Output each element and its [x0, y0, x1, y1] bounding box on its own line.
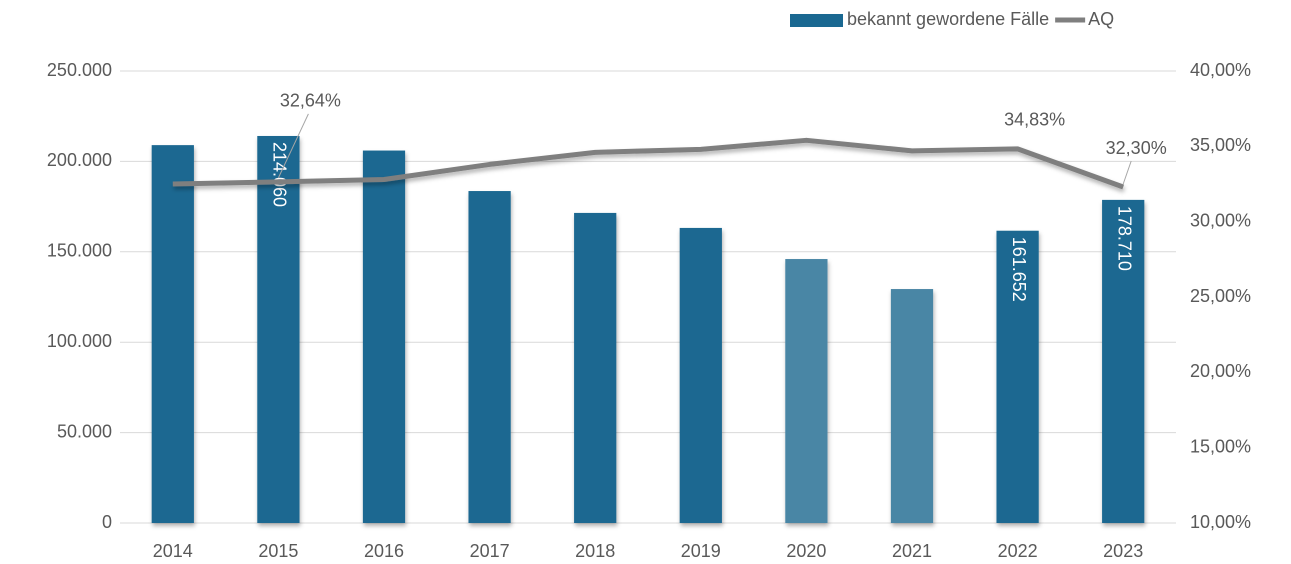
bar: [1102, 199, 1145, 523]
leader-line: [277, 113, 309, 179]
bar-value-label: 178.710: [1114, 206, 1134, 271]
x-tick-label: 2019: [681, 541, 721, 561]
y-tick-label: 200.000: [47, 150, 112, 170]
x-tick-label: 2023: [1103, 541, 1143, 561]
x-tick-label: 2014: [153, 541, 193, 561]
bar: [574, 212, 617, 524]
y2-tick-label: 10,00%: [1190, 512, 1251, 532]
bar: [996, 230, 1039, 523]
x-tick-label: 2020: [786, 541, 826, 561]
y2-tick-label: 25,00%: [1190, 286, 1251, 306]
leader-line: [1122, 160, 1132, 185]
bar: [890, 289, 934, 523]
bar: [468, 191, 511, 523]
x-tick-label: 2015: [258, 541, 298, 561]
x-tick-label: 2016: [364, 541, 404, 561]
x-tick-label: 2022: [998, 541, 1038, 561]
y2-tick-label: 30,00%: [1190, 210, 1251, 230]
bar: [151, 145, 194, 524]
x-tick-label: 2017: [470, 541, 510, 561]
y-tick-label: 150.000: [47, 241, 112, 261]
y-tick-label: 250.000: [47, 60, 112, 80]
y2-tick-label: 35,00%: [1190, 135, 1251, 155]
line-value-label: 32,30%: [1106, 138, 1167, 158]
line-value-label: 32,64%: [280, 91, 341, 111]
y-tick-label: 50.000: [57, 421, 112, 441]
legend-label: bekannt gewordene Fälle: [847, 9, 1049, 29]
y2-tick-label: 40,00%: [1190, 60, 1251, 80]
line: [172, 137, 1125, 190]
y2-tick-label: 15,00%: [1190, 436, 1251, 456]
legend-label: AQ: [1088, 9, 1114, 29]
y-tick-label: 0: [102, 512, 112, 532]
y2-tick-label: 20,00%: [1190, 361, 1251, 381]
bar: [785, 259, 828, 523]
bar: [362, 150, 406, 523]
bar: [257, 135, 300, 523]
x-tick-label: 2021: [892, 541, 932, 561]
line-value-label: 34,83%: [1004, 110, 1065, 130]
bar-value-label: 161.652: [1009, 237, 1029, 302]
y-tick-label: 100.000: [47, 331, 112, 351]
bar: [679, 227, 722, 524]
legend-swatch: [790, 14, 843, 27]
x-tick-label: 2018: [575, 541, 615, 561]
